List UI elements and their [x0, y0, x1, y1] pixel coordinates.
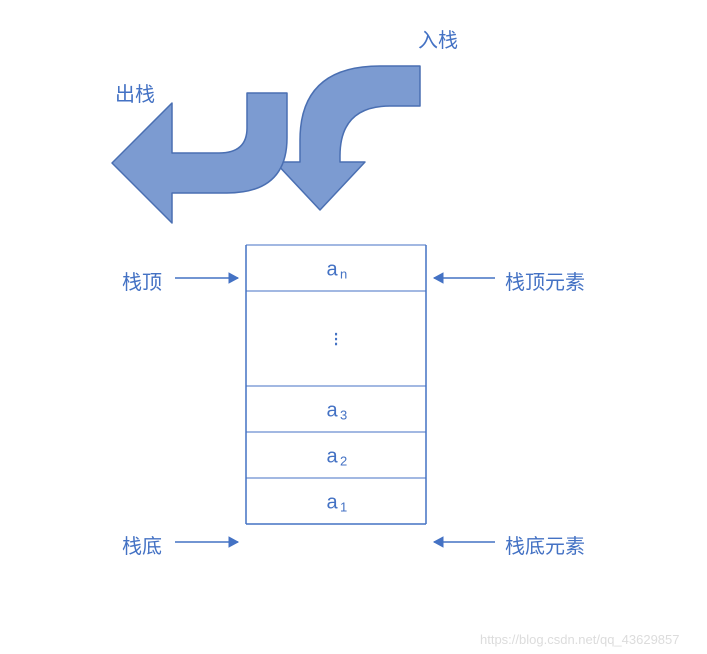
stack-cell-text: a [326, 399, 338, 421]
stack-cell-sub: 2 [340, 453, 347, 468]
stack-container: an⁝a3a2a1 [246, 245, 426, 524]
bottom-label: 栈底 [122, 530, 162, 559]
top-pointer-arrow [175, 273, 238, 283]
bottom-element-arrow [434, 537, 495, 547]
stack-cell-sub: 3 [340, 407, 347, 422]
pop-label: 出栈 [115, 78, 155, 107]
stack-cell-text: ⁝ [333, 329, 339, 351]
top-label: 栈顶 [122, 266, 162, 295]
top-element-arrow [434, 273, 495, 283]
pop-arrow [112, 93, 287, 223]
bottom-pointer-arrow [175, 537, 238, 547]
push-label: 入栈 [418, 24, 458, 53]
stack-cell-text: a [326, 258, 338, 280]
stack-diagram: an⁝a3a2a1 [0, 0, 707, 654]
bottom-element-label: 栈底元素 [505, 530, 585, 559]
stack-cell-text: a [326, 491, 338, 513]
top-element-label: 栈顶元素 [505, 266, 585, 295]
stack-cell-text: a [326, 445, 338, 467]
push-arrow [275, 66, 420, 210]
stack-cell-sub: 1 [340, 499, 347, 514]
watermark: https://blog.csdn.net/qq_43629857 [480, 632, 680, 647]
stack-cell-sub: n [340, 266, 347, 281]
